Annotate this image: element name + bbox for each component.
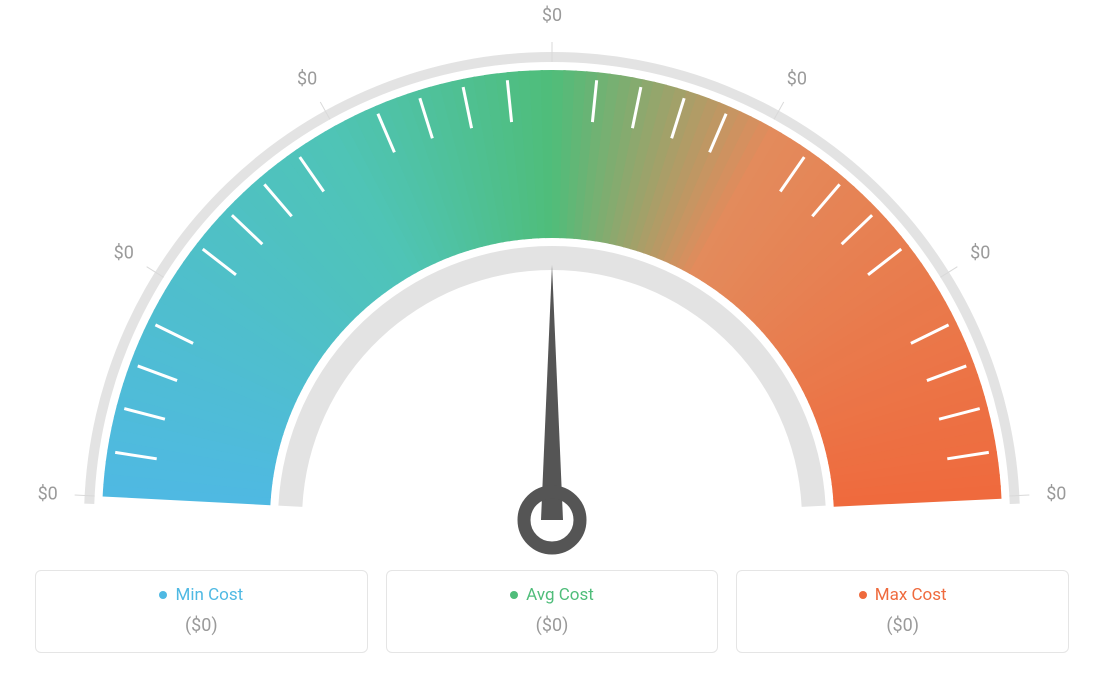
svg-text:$0: $0 <box>787 68 807 89</box>
legend-label-max: Max Cost <box>875 585 947 605</box>
svg-text:$0: $0 <box>38 484 58 505</box>
gauge-svg: $0 $0 $0 $0 $0 $0 $0 <box>0 0 1104 560</box>
legend-title-min: Min Cost <box>46 585 357 605</box>
legend-dot-max <box>859 591 867 599</box>
svg-text:$0: $0 <box>297 68 317 89</box>
legend-dot-min <box>159 591 167 599</box>
svg-text:$0: $0 <box>1046 484 1066 505</box>
legend-value-max: ($0) <box>747 615 1058 636</box>
legend-row: Min Cost ($0) Avg Cost ($0) Max Cost ($0… <box>0 570 1104 653</box>
svg-text:$0: $0 <box>970 242 990 263</box>
legend-box-max: Max Cost ($0) <box>736 570 1069 653</box>
svg-text:$0: $0 <box>114 242 134 263</box>
legend-value-avg: ($0) <box>397 615 708 636</box>
legend-dot-avg <box>510 591 518 599</box>
legend-label-min: Min Cost <box>175 585 243 605</box>
gauge-chart: $0 $0 $0 $0 $0 $0 $0 <box>0 0 1104 560</box>
legend-box-avg: Avg Cost ($0) <box>386 570 719 653</box>
legend-title-max: Max Cost <box>747 585 1058 605</box>
legend-label-avg: Avg Cost <box>526 585 594 605</box>
svg-text:$0: $0 <box>542 5 562 26</box>
legend-value-min: ($0) <box>46 615 357 636</box>
legend-box-min: Min Cost ($0) <box>35 570 368 653</box>
legend-title-avg: Avg Cost <box>397 585 708 605</box>
